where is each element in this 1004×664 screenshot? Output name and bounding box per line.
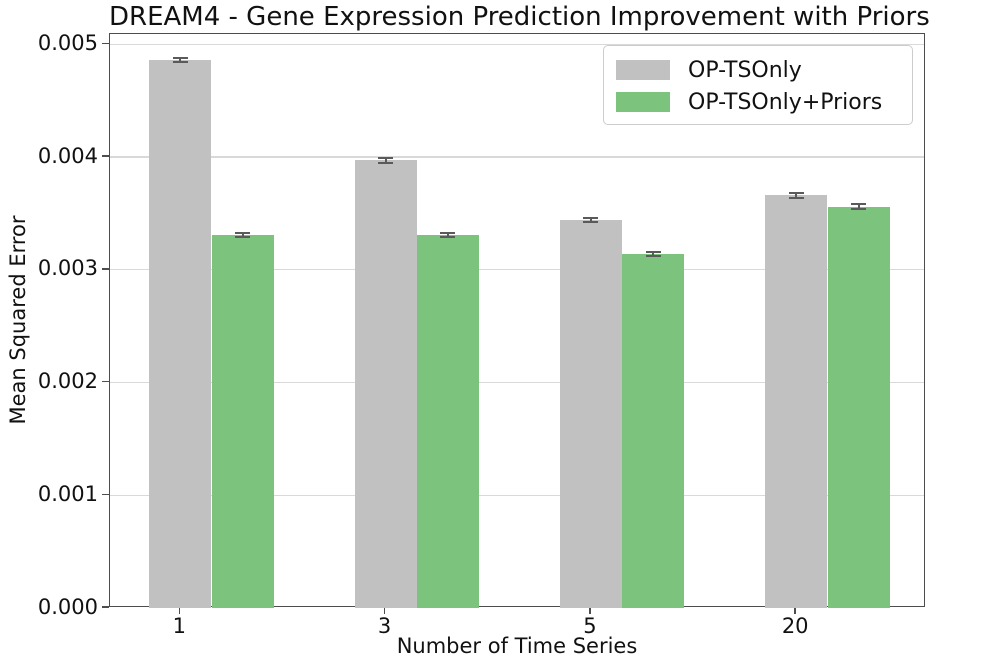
error-bar	[795, 193, 798, 198]
x-tick-mark-3	[383, 607, 386, 614]
gridline-0.001	[110, 494, 924, 496]
error-bar-cap-bottom	[378, 161, 394, 164]
legend: OP-TSOnly OP-TSOnly+Priors	[603, 45, 913, 125]
error-bar-cap-bottom	[851, 207, 866, 210]
bar-OP-TSOnly-x20	[765, 195, 828, 608]
chart-title: DREAM4 - Gene Expression Prediction Impr…	[109, 2, 930, 32]
bar-OP-TSOnly+Priors-x1	[211, 234, 274, 608]
y-tick-mark-0.000	[102, 606, 109, 608]
legend-label: OP-TSOnly+Priors	[688, 89, 883, 115]
x-tick-label-5: 5	[583, 614, 597, 638]
x-tick-mark-1	[178, 607, 181, 614]
error-bar	[589, 217, 592, 223]
bar-OP-TSOnly-x5	[559, 220, 622, 608]
gridline-0.004	[110, 156, 924, 158]
y-tick-label-0.003: 0.003	[37, 256, 98, 281]
legend-swatch	[616, 60, 670, 80]
error-bar-cap-bottom	[645, 255, 661, 258]
error-bar-cap-bottom	[172, 61, 188, 64]
y-tick-label-0.002: 0.002	[37, 369, 98, 394]
y-tick-label-0.004: 0.004	[37, 143, 98, 168]
error-bar-cap-top	[645, 250, 661, 253]
gridline-0.002	[110, 381, 924, 384]
y-tick-mark-0.002	[102, 380, 109, 383]
y-tick-label-0.001: 0.001	[37, 481, 98, 506]
x-tick-label-1: 1	[172, 614, 186, 638]
error-bar	[384, 158, 387, 163]
error-bar-cap-bottom	[440, 236, 456, 239]
bar-OP-TSOnly+Priors-x5	[622, 253, 685, 608]
y-axis-label: Mean Squared Error	[6, 215, 30, 425]
error-bar-cap-top	[235, 231, 251, 234]
x-tick-mark-5	[589, 607, 591, 614]
y-tick-mark-0.001	[102, 493, 109, 495]
bar-OP-TSOnly-x3	[354, 160, 417, 608]
error-bar	[241, 232, 244, 238]
legend-item-OP-TSOnly+Priors: OP-TSOnly+Priors	[616, 86, 900, 118]
x-axis-label: Number of Time Series	[396, 634, 638, 658]
error-bar	[179, 57, 182, 63]
y-tick-mark-0.003	[102, 268, 109, 270]
gridline-0.005	[110, 43, 924, 45]
error-bar-cap-top	[440, 231, 456, 234]
legend-swatch	[616, 92, 670, 112]
error-bar-cap-top	[851, 203, 866, 206]
error-bar-cap-bottom	[583, 221, 599, 224]
bar-OP-TSOnly+Priors-x20	[827, 206, 890, 608]
error-bar	[652, 251, 655, 257]
x-tick-label-20: 20	[781, 614, 809, 638]
x-tick-label-3: 3	[377, 614, 392, 638]
y-tick-label-0.005: 0.005	[37, 30, 98, 55]
legend-item-OP-TSOnly: OP-TSOnly	[616, 54, 900, 86]
gridline-0.003	[110, 269, 924, 271]
legend-label: OP-TSOnly	[688, 57, 802, 83]
error-bar	[857, 204, 860, 209]
x-tick-mark-20	[794, 607, 796, 614]
plot-area	[109, 33, 925, 608]
error-bar	[446, 232, 449, 238]
error-bar-cap-bottom	[235, 236, 251, 239]
error-bar-cap-top	[378, 157, 394, 160]
y-tick-mark-0.004	[102, 155, 109, 157]
error-bar-cap-bottom	[788, 196, 804, 199]
y-tick-mark-0.005	[102, 42, 109, 45]
y-tick-label-0.000: 0.000	[37, 594, 98, 619]
error-bar-cap-top	[172, 56, 188, 59]
error-bar-cap-top	[788, 192, 804, 195]
bar-OP-TSOnly+Priors-x3	[416, 234, 479, 608]
bar-OP-TSOnly-x1	[149, 60, 212, 608]
error-bar-cap-top	[583, 216, 599, 219]
